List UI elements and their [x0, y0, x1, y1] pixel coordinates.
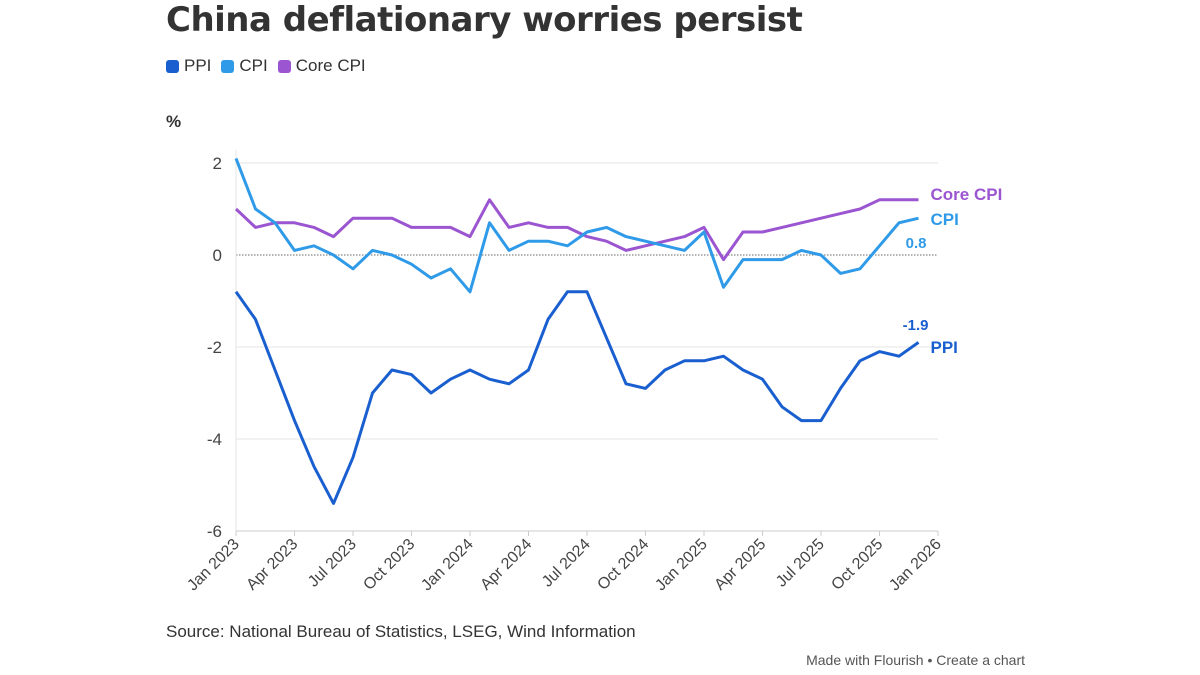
- y-tick-label: 0: [213, 246, 222, 265]
- x-tick-label: Apr 2023: [243, 536, 301, 594]
- legend-label-ppi: PPI: [184, 56, 212, 75]
- y-axis-unit: %: [166, 112, 182, 131]
- y-tick-label: -6: [207, 522, 222, 541]
- legend-item-core-cpi[interactable]: Core CPI: [277, 56, 366, 76]
- footer: Made with Flourish • Create a chart: [806, 652, 1025, 668]
- end-label-core-cpi: Core CPI: [931, 185, 1003, 204]
- y-tick-label: 2: [213, 154, 222, 173]
- series-line-cpi: [234, 157, 919, 294]
- legend-item-ppi[interactable]: PPI: [166, 56, 211, 76]
- x-tick-label: Oct 2023: [360, 536, 418, 594]
- value-label-cpi: 0.8: [906, 235, 927, 252]
- x-tick-label: Oct 2025: [828, 536, 886, 594]
- legend-label-core-cpi: Core CPI: [295, 56, 366, 75]
- source-note: Source: National Bureau of Statistics, L…: [166, 622, 636, 641]
- legend-item-cpi[interactable]: CPI: [221, 56, 268, 76]
- made-with-flourish-link[interactable]: Made with Flourish: [806, 652, 924, 668]
- series-line-ppi: [234, 290, 920, 505]
- footer-separator: •: [927, 652, 933, 668]
- legend-swatch-core-cpi: [277, 59, 291, 73]
- x-tick-label: Jan 2024: [418, 536, 477, 595]
- value-label-ppi: -1.9: [903, 317, 929, 334]
- x-tick-label: Jul 2024: [539, 536, 594, 591]
- x-tick-label: Jan 2026: [886, 536, 945, 595]
- create-chart-link[interactable]: Create a chart: [936, 652, 1025, 668]
- x-tick-label: Jul 2023: [305, 536, 360, 591]
- end-label-ppi: PPI: [931, 338, 958, 357]
- end-label-cpi: CPI: [931, 210, 959, 229]
- legend-swatch-ppi: [166, 59, 179, 73]
- legend-swatch-cpi: [221, 59, 235, 73]
- x-tick-label: Jul 2025: [773, 536, 828, 591]
- chart-title: China deflationary worries persist: [166, 0, 803, 40]
- series-line-core-cpi: [234, 198, 919, 262]
- x-tick-label: Apr 2024: [477, 536, 535, 594]
- x-tick-label: Jan 2023: [184, 536, 243, 595]
- y-tick-label: -4: [207, 430, 222, 449]
- x-tick-label: Jan 2025: [652, 536, 711, 595]
- y-tick-label: -2: [207, 338, 222, 357]
- x-tick-label: Oct 2024: [594, 536, 652, 594]
- x-tick-label: Apr 2025: [711, 536, 769, 594]
- legend-label-cpi: CPI: [239, 56, 268, 75]
- legend: PPI CPI Core CPI: [166, 56, 366, 76]
